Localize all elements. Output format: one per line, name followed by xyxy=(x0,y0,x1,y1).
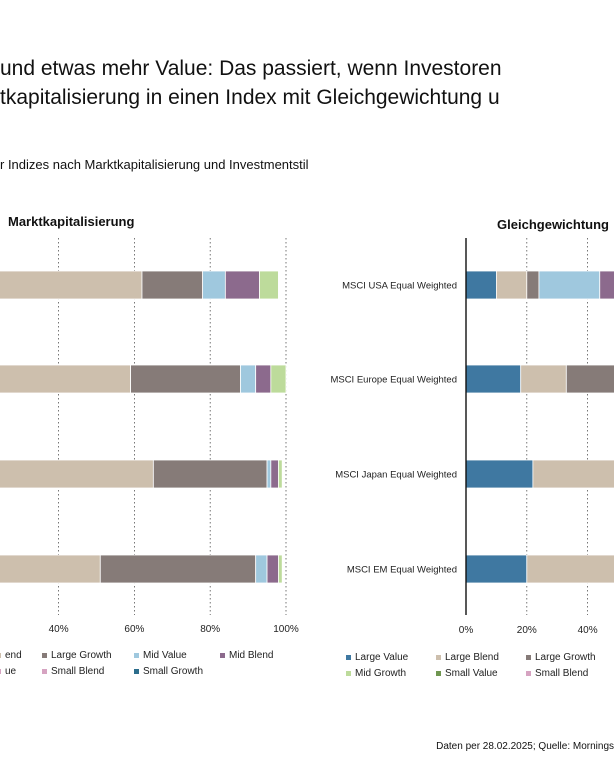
cap-bar-2-mid-blend xyxy=(255,364,272,394)
eq-category-label: MSCI EM Equal Weighted xyxy=(347,565,457,576)
eq-legend-label-large-value: Large Value xyxy=(355,652,409,663)
cap-tick-label: 60% xyxy=(124,624,144,635)
eq-legend-swatch-large-value xyxy=(346,655,351,660)
cap-legend-label-mid-blend: Mid Blend xyxy=(229,650,273,661)
cap-legend-swatch-end xyxy=(0,653,1,658)
eq-legend-label-mid-growth: Mid Growth xyxy=(355,668,406,679)
cap-bar-1-mid-blend xyxy=(224,270,260,300)
eq-bar-1-large-growth xyxy=(526,270,540,300)
cap-legend-label-small-growth: Small Growth xyxy=(143,666,203,677)
eq-legend-label-large-growth: Large Growth xyxy=(535,652,596,663)
eq-bar-1-large-value xyxy=(465,270,497,300)
eq-legend-swatch-small-blend xyxy=(526,671,531,676)
cap-tick-label: 100% xyxy=(273,624,299,635)
cap-legend-swatch-mid-blend xyxy=(220,653,225,658)
cap-bar-3-mid-growth xyxy=(278,459,283,489)
cap-legend-label-large-growth: Large Growth xyxy=(51,650,112,661)
eq-category-label: MSCI USA Equal Weighted xyxy=(342,281,457,292)
cap-panel-title: Marktkapitalisierung xyxy=(8,214,134,229)
cap-bar-4-mid-value xyxy=(255,554,268,584)
cap-bar-1-large-blend xyxy=(0,270,143,300)
cap-legend-swatch-large-growth xyxy=(42,653,47,658)
cap-legend-label-mid-value: Mid Value xyxy=(143,650,187,661)
eq-bar-3-large-blend xyxy=(532,459,614,489)
chart-subtitle: r Indizes nach Marktkapitalisierung und … xyxy=(0,157,309,172)
cap-tick-label: 40% xyxy=(49,624,69,635)
eq-legend-swatch-large-growth xyxy=(526,655,531,660)
cap-legend-label-end: end xyxy=(5,650,22,661)
cap-legend-label-ue: ue xyxy=(5,666,17,677)
page-title-line-1: und etwas mehr Value: Das passiert, wenn… xyxy=(0,57,502,80)
cap-bar-3-large-blend xyxy=(0,459,154,489)
cap-bar-4-large-blend xyxy=(0,554,101,584)
page-title-line-2: tkapitalisierung in einen Index mit Glei… xyxy=(0,86,500,109)
source-note: Daten per 28.02.2025; Quelle: Mornings xyxy=(436,741,614,752)
eq-bar-4-large-value xyxy=(465,554,528,584)
cap-tick-label: 80% xyxy=(200,624,220,635)
eq-panel-title: Gleichgewichtung xyxy=(497,217,609,232)
cap-bar-2-large-blend xyxy=(0,364,132,394)
cap-bar-1-mid-value xyxy=(202,270,226,300)
eq-category-label: MSCI Japan Equal Weighted xyxy=(335,470,457,481)
eq-bar-3-large-value xyxy=(465,459,534,489)
eq-tick-label: 40% xyxy=(578,625,598,636)
cap-bar-4-large-growth xyxy=(99,554,257,584)
cap-legend-swatch-small-blend xyxy=(42,669,47,674)
eq-legend-swatch-large-blend xyxy=(436,655,441,660)
eq-bar-1-large-blend xyxy=(495,270,528,300)
eq-bar-2-large-blend xyxy=(520,364,567,394)
eq-tick-label: 0% xyxy=(459,625,474,636)
cap-bar-4-mid-growth xyxy=(278,554,283,584)
eq-tick-label: 20% xyxy=(517,625,537,636)
cap-bar-2-mid-growth xyxy=(270,364,287,394)
cap-bar-1-mid-growth xyxy=(259,270,279,300)
eq-bar-2-large-growth xyxy=(565,364,614,394)
cap-bar-3-large-growth xyxy=(152,459,268,489)
eq-category-label: MSCI Europe Equal Weighted xyxy=(330,375,457,386)
eq-legend-swatch-mid-growth xyxy=(346,671,351,676)
cap-legend-swatch-small-growth xyxy=(134,669,139,674)
eq-bar-1-mid-blend xyxy=(599,270,614,300)
cap-bar-3-mid-value xyxy=(266,459,272,489)
cap-bar-1-large-growth xyxy=(141,270,204,300)
cap-bar-3-mid-blend xyxy=(270,459,279,489)
cap-bar-4-mid-blend xyxy=(266,554,279,584)
cap-bar-2-large-growth xyxy=(130,364,241,394)
cap-legend-swatch-ue xyxy=(0,669,1,674)
eq-bar-4-large-blend xyxy=(526,554,614,584)
cap-bar-2-mid-value xyxy=(240,364,257,394)
cap-legend-swatch-mid-value xyxy=(134,653,139,658)
eq-legend-label-small-blend: Small Blend xyxy=(535,668,588,679)
eq-legend-label-small-value: Small Value xyxy=(445,668,498,679)
eq-bar-2-large-value xyxy=(465,364,522,394)
eq-legend-swatch-small-value xyxy=(436,671,441,676)
eq-bar-1-mid-value xyxy=(538,270,601,300)
eq-legend-label-large-blend: Large Blend xyxy=(445,652,499,663)
cap-legend-label-small-blend: Small Blend xyxy=(51,666,104,677)
